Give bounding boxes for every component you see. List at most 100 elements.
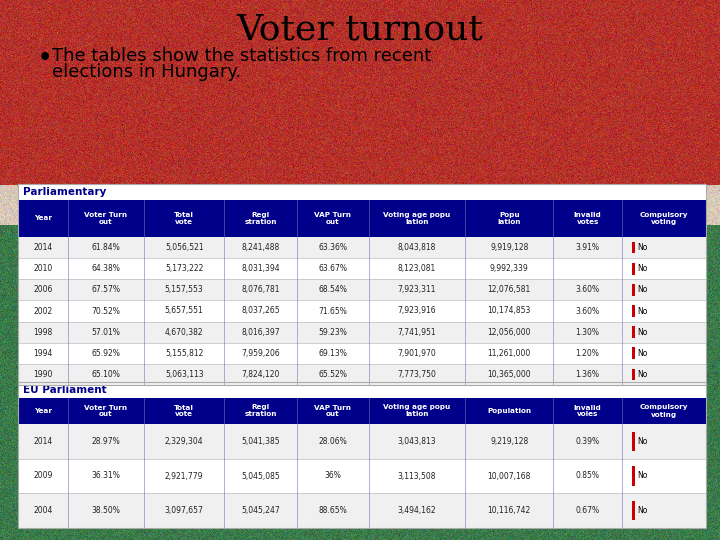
Text: 1994: 1994: [33, 349, 53, 358]
Text: 0.67%: 0.67%: [575, 506, 600, 515]
Bar: [369, 200, 465, 237]
Text: Invalid
voles: Invalid voles: [574, 404, 601, 417]
Bar: [68, 398, 144, 424]
Text: elections in Hungary.: elections in Hungary.: [52, 63, 241, 81]
Bar: [465, 398, 554, 424]
Text: 2004: 2004: [33, 506, 53, 515]
Bar: [18, 398, 68, 424]
Text: 7,901,970: 7,901,970: [397, 349, 436, 358]
Text: No: No: [636, 307, 647, 315]
Bar: [632, 242, 635, 253]
Bar: [465, 200, 554, 237]
Text: No: No: [636, 370, 647, 379]
Text: 68.54%: 68.54%: [318, 285, 347, 294]
Text: Voting age popu
lation: Voting age popu lation: [383, 212, 451, 225]
Text: 7,923,311: 7,923,311: [397, 285, 436, 294]
Text: Voter Turn
out: Voter Turn out: [84, 212, 127, 225]
Text: 65.10%: 65.10%: [91, 370, 120, 379]
Text: 7,923,916: 7,923,916: [397, 307, 436, 315]
Text: No: No: [636, 437, 647, 446]
Bar: [632, 305, 635, 317]
Text: Popu
lation: Popu lation: [498, 212, 521, 225]
Text: 1998: 1998: [33, 328, 53, 336]
Bar: [18, 200, 706, 385]
Text: Invalid
votes: Invalid votes: [574, 212, 601, 225]
Bar: [225, 200, 297, 237]
Text: 10,007,168: 10,007,168: [487, 471, 531, 481]
Text: Regi
stration: Regi stration: [244, 212, 276, 225]
Bar: [632, 347, 635, 359]
Text: 8,043,818: 8,043,818: [398, 243, 436, 252]
Text: 3.91%: 3.91%: [575, 243, 600, 252]
Text: No: No: [636, 506, 647, 515]
Bar: [18, 424, 706, 458]
Bar: [297, 398, 369, 424]
Text: 36.31%: 36.31%: [91, 471, 120, 481]
Text: 7,741,951: 7,741,951: [397, 328, 436, 336]
Text: 3,097,657: 3,097,657: [165, 506, 204, 515]
Text: No: No: [636, 264, 647, 273]
Bar: [632, 284, 635, 296]
Bar: [18, 184, 706, 200]
Bar: [554, 398, 621, 424]
Text: •: •: [38, 48, 53, 68]
Text: 3,043,813: 3,043,813: [397, 437, 436, 446]
Text: VAP Turn
out: VAP Turn out: [314, 212, 351, 225]
Text: 69.13%: 69.13%: [318, 349, 347, 358]
Text: 28.97%: 28.97%: [91, 437, 120, 446]
Text: 28.06%: 28.06%: [318, 437, 347, 446]
Bar: [632, 263, 635, 274]
Bar: [18, 184, 706, 385]
Text: 10,116,742: 10,116,742: [487, 506, 531, 515]
Text: 1.20%: 1.20%: [576, 349, 600, 358]
Text: 10,174,853: 10,174,853: [487, 307, 531, 315]
Text: 71.65%: 71.65%: [318, 307, 347, 315]
Text: 8,016,397: 8,016,397: [241, 328, 280, 336]
Bar: [18, 258, 706, 279]
Bar: [18, 343, 706, 364]
Text: Total
vote: Total vote: [174, 212, 194, 225]
Text: 70.52%: 70.52%: [91, 307, 120, 315]
Text: 2014: 2014: [33, 437, 53, 446]
Text: 9,919,128: 9,919,128: [490, 243, 528, 252]
Bar: [144, 398, 225, 424]
Bar: [18, 322, 706, 343]
Text: 8,031,394: 8,031,394: [241, 264, 280, 273]
Bar: [18, 237, 706, 258]
Text: 12,056,000: 12,056,000: [487, 328, 531, 336]
Text: EU Parliament: EU Parliament: [23, 385, 107, 395]
Text: 36%: 36%: [324, 471, 341, 481]
Text: No: No: [636, 328, 647, 336]
Text: 3.60%: 3.60%: [575, 285, 600, 294]
Text: Voting age popu
lation: Voting age popu lation: [383, 404, 451, 417]
Text: Voter turnout: Voter turnout: [237, 13, 483, 47]
Text: 2006: 2006: [33, 285, 53, 294]
Text: 64.38%: 64.38%: [91, 264, 120, 273]
Text: 61.84%: 61.84%: [91, 243, 120, 252]
Text: 59.23%: 59.23%: [318, 328, 347, 336]
Text: 2010: 2010: [33, 264, 53, 273]
Text: 5,045,085: 5,045,085: [241, 471, 280, 481]
Text: 5,063,113: 5,063,113: [165, 370, 204, 379]
Bar: [144, 200, 225, 237]
Bar: [18, 398, 706, 528]
Text: No: No: [636, 349, 647, 358]
Text: 8,076,781: 8,076,781: [241, 285, 279, 294]
Bar: [18, 364, 706, 385]
Text: 57.01%: 57.01%: [91, 328, 120, 336]
Bar: [632, 467, 635, 485]
Bar: [632, 369, 635, 380]
Bar: [369, 398, 465, 424]
Text: No: No: [636, 243, 647, 252]
Bar: [632, 501, 635, 520]
Text: The tables show the statistics from recent: The tables show the statistics from rece…: [52, 47, 431, 65]
Bar: [18, 382, 706, 398]
Text: 0.85%: 0.85%: [575, 471, 600, 481]
Text: 5,657,551: 5,657,551: [165, 307, 204, 315]
Text: Compulsory
voting: Compulsory voting: [639, 404, 688, 417]
Text: 5,045,247: 5,045,247: [241, 506, 280, 515]
Text: 9,219,128: 9,219,128: [490, 437, 528, 446]
Text: 3,494,162: 3,494,162: [397, 506, 436, 515]
Text: 1990: 1990: [33, 370, 53, 379]
Text: 5,056,521: 5,056,521: [165, 243, 204, 252]
